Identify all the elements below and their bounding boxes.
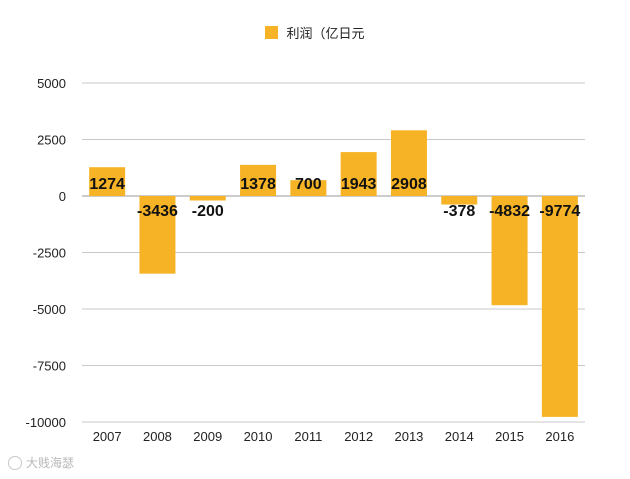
x-tick-label: 2012 bbox=[344, 429, 373, 444]
data-label: -9774 bbox=[539, 203, 580, 220]
legend-label: 利润（亿日元 bbox=[286, 26, 365, 42]
y-tick-label: 0 bbox=[59, 189, 66, 204]
x-tick-label: 2007 bbox=[93, 429, 122, 444]
y-tick-label: -10000 bbox=[26, 415, 66, 430]
y-tick-label: -7500 bbox=[33, 359, 66, 374]
y-tick-label: -5000 bbox=[33, 302, 66, 317]
y-tick-label: 5000 bbox=[37, 76, 66, 91]
x-tick-label: 2014 bbox=[445, 429, 474, 444]
data-label: 2908 bbox=[391, 176, 427, 193]
bar bbox=[139, 196, 176, 274]
x-tick-label: 2016 bbox=[545, 429, 574, 444]
data-label: 1274 bbox=[89, 176, 125, 193]
watermark: 大贱海瑟 bbox=[8, 454, 74, 471]
bar bbox=[240, 164, 277, 196]
bar bbox=[441, 196, 478, 205]
chart-legend: 利润（亿日元 bbox=[0, 22, 630, 42]
x-tick-label: 2013 bbox=[394, 429, 423, 444]
watermark-text: 大贱海瑟 bbox=[26, 456, 75, 470]
bar bbox=[290, 180, 327, 196]
bar bbox=[189, 196, 226, 201]
bar bbox=[340, 152, 377, 196]
data-label: 700 bbox=[295, 176, 322, 193]
x-tick-label: 2008 bbox=[143, 429, 172, 444]
x-tick-label: 2010 bbox=[244, 429, 273, 444]
bar bbox=[390, 130, 427, 196]
bar bbox=[89, 167, 126, 196]
data-label: -4832 bbox=[489, 203, 530, 220]
x-tick-label: 2011 bbox=[294, 429, 322, 444]
x-tick-label: 2009 bbox=[193, 429, 222, 444]
watermark-logo-icon bbox=[8, 455, 22, 470]
data-label: -200 bbox=[192, 203, 224, 220]
x-tick-label: 2015 bbox=[495, 429, 524, 444]
bar bbox=[491, 196, 528, 306]
legend-swatch bbox=[265, 25, 279, 39]
y-tick-label: 2500 bbox=[37, 133, 66, 148]
bar bbox=[541, 196, 578, 417]
data-label: -3436 bbox=[137, 203, 178, 220]
data-label: 1378 bbox=[240, 176, 276, 193]
y-tick-label: -2500 bbox=[33, 246, 66, 261]
data-label: -378 bbox=[443, 203, 475, 220]
data-label: 1943 bbox=[341, 176, 377, 193]
